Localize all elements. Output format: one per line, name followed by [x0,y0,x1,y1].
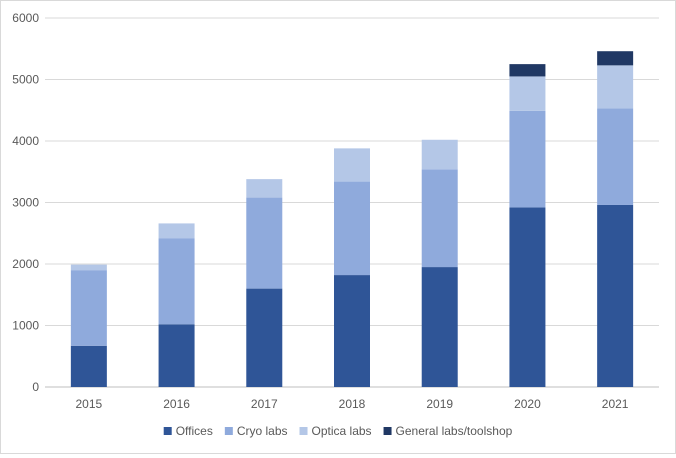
x-tick-label: 2021 [602,397,629,411]
legend-swatch [224,427,233,435]
bar-segment [246,179,283,198]
legend-item: Optica labs [299,424,372,438]
x-tick-label: 2016 [163,397,190,411]
bar-segment [421,139,458,170]
legend-swatch [163,427,172,435]
bar-segment [421,267,458,387]
legend-swatch [299,427,308,435]
bar-segment [509,207,546,387]
bar-segment [334,148,370,182]
bar-segment [70,264,107,271]
y-tick-label: 3000 [12,196,39,210]
bar-segment [509,76,546,111]
legend-label: Cryo labs [237,424,288,438]
legend-swatch [383,427,392,435]
y-tick-label: 0 [32,380,39,394]
bar-segment [597,51,634,66]
bar-segment [597,108,634,205]
legend-label: General labs/toolshop [396,424,513,438]
y-tick-label: 5000 [12,73,39,87]
legend-item: General labs/toolshop [383,424,513,438]
bar-segment [70,270,107,346]
x-tick-label: 2020 [514,397,541,411]
legend-label: Optica labs [312,424,372,438]
bars [70,51,634,387]
bar-segment [597,65,634,109]
bar-segment [158,238,195,325]
x-axis: 2015 2016 2017 2018 2019 2020 2021 [76,397,629,411]
y-axis-ticks: 0 1000 2000 3000 4000 5000 6000 [12,11,39,394]
bar-segment [334,275,370,387]
legend: Offices Cryo labs Optica labs General labs/… [163,424,513,438]
bar-segment [70,345,107,387]
bar-segment [334,181,370,276]
y-tick-label: 2000 [12,257,39,271]
x-tick-label: 2015 [76,397,103,411]
bar-segment [158,223,195,239]
x-tick-label: 2018 [339,397,366,411]
bar-segment [246,288,283,387]
legend-item: Offices [163,424,213,438]
bar-segment [509,110,546,208]
bar-segment [509,64,546,77]
bar-segment [421,169,458,268]
legend-label: Offices [176,424,213,438]
bar-segment [246,197,283,289]
bar-segment [597,204,634,387]
bar-segment [158,324,195,387]
y-tick-label: 4000 [12,134,39,148]
x-tick-label: 2019 [426,397,453,411]
y-tick-label: 6000 [12,11,39,25]
y-tick-label: 1000 [12,319,39,333]
legend-item: Cryo labs [224,424,288,438]
x-tick-label: 2017 [251,397,278,411]
